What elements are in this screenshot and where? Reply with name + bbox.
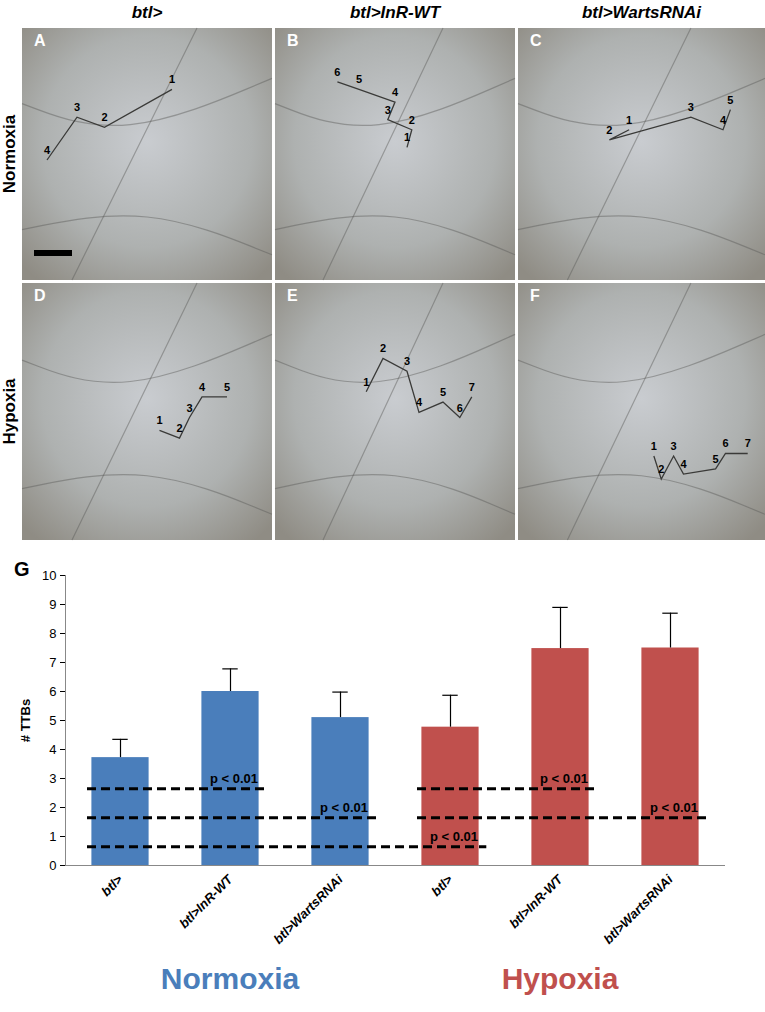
svg-text:1: 1 bbox=[169, 73, 175, 85]
svg-text:1: 1 bbox=[363, 376, 369, 388]
svg-text:btl>WartsRNAi: btl>WartsRNAi bbox=[601, 872, 676, 947]
svg-text:1: 1 bbox=[651, 440, 657, 452]
svg-text:9: 9 bbox=[49, 597, 56, 612]
svg-text:10: 10 bbox=[42, 568, 56, 583]
svg-text:3: 3 bbox=[186, 402, 192, 414]
svg-text:6: 6 bbox=[457, 402, 463, 414]
svg-text:0: 0 bbox=[49, 858, 56, 873]
svg-text:btl>: btl> bbox=[428, 872, 455, 899]
svg-text:D: D bbox=[34, 287, 46, 304]
svg-text:4: 4 bbox=[416, 396, 423, 408]
svg-text:1: 1 bbox=[626, 114, 632, 126]
svg-text:Hypoxia: Hypoxia bbox=[0, 378, 19, 445]
svg-text:4: 4 bbox=[720, 114, 727, 126]
svg-text:2: 2 bbox=[49, 800, 56, 815]
svg-text:5: 5 bbox=[224, 381, 230, 393]
svg-text:4: 4 bbox=[44, 144, 51, 156]
svg-text:# TTBs: # TTBs bbox=[18, 699, 33, 742]
svg-text:3: 3 bbox=[404, 355, 410, 367]
svg-text:2: 2 bbox=[380, 342, 386, 354]
html-text:G: G bbox=[14, 558, 30, 580]
svg-text:B: B bbox=[287, 32, 299, 49]
svg-text:5: 5 bbox=[49, 713, 56, 728]
svg-text:3: 3 bbox=[74, 101, 80, 113]
svg-text:3: 3 bbox=[49, 771, 56, 786]
svg-text:5: 5 bbox=[440, 386, 446, 398]
svg-text:p < 0.01: p < 0.01 bbox=[650, 800, 698, 815]
svg-text:6: 6 bbox=[49, 684, 56, 699]
svg-text:C: C bbox=[530, 32, 542, 49]
svg-text:4: 4 bbox=[49, 742, 56, 757]
svg-text:2: 2 bbox=[409, 114, 415, 126]
svg-text:4: 4 bbox=[392, 86, 399, 98]
svg-text:4: 4 bbox=[680, 458, 687, 470]
svg-text:5: 5 bbox=[713, 453, 719, 465]
svg-text:2: 2 bbox=[101, 111, 107, 123]
svg-text:1: 1 bbox=[156, 414, 162, 426]
svg-text:6: 6 bbox=[334, 66, 340, 78]
svg-text:2: 2 bbox=[606, 124, 612, 136]
html-text:Normoxia: Normoxia bbox=[160, 962, 300, 995]
svg-text:F: F bbox=[530, 287, 540, 304]
svg-text:Normoxia: Normoxia bbox=[0, 114, 19, 193]
svg-text:2: 2 bbox=[658, 463, 664, 475]
svg-text:p < 0.01: p < 0.01 bbox=[320, 800, 368, 815]
svg-text:6: 6 bbox=[722, 437, 728, 449]
svg-text:8: 8 bbox=[49, 626, 56, 641]
svg-text:3: 3 bbox=[688, 101, 694, 113]
svg-text:7: 7 bbox=[469, 381, 475, 393]
svg-text:5: 5 bbox=[356, 73, 362, 85]
svg-text:btl>WartsRNAi: btl>WartsRNAi bbox=[271, 872, 346, 947]
svg-text:1: 1 bbox=[404, 131, 410, 143]
svg-text:p < 0.01: p < 0.01 bbox=[210, 771, 258, 786]
svg-text:btl>InR-WT: btl>InR-WT bbox=[350, 3, 442, 22]
svg-text:7: 7 bbox=[745, 437, 751, 449]
svg-text:3: 3 bbox=[671, 440, 677, 452]
svg-text:2: 2 bbox=[176, 422, 182, 434]
svg-text:E: E bbox=[287, 287, 298, 304]
svg-text:7: 7 bbox=[49, 655, 56, 670]
svg-text:btl>InR-WT: btl>InR-WT bbox=[506, 871, 566, 931]
svg-text:btl>: btl> bbox=[132, 3, 163, 22]
svg-text:p < 0.01: p < 0.01 bbox=[430, 829, 478, 844]
svg-text:4: 4 bbox=[199, 381, 206, 393]
svg-text:A: A bbox=[34, 32, 46, 49]
svg-text:p < 0.01: p < 0.01 bbox=[540, 771, 588, 786]
svg-text:3: 3 bbox=[385, 104, 391, 116]
svg-text:btl>WartsRNAi: btl>WartsRNAi bbox=[582, 3, 702, 22]
svg-text:btl>: btl> bbox=[98, 872, 125, 899]
html-text:Hypoxia: Hypoxia bbox=[501, 962, 619, 995]
svg-text:1: 1 bbox=[49, 829, 56, 844]
svg-text:5: 5 bbox=[727, 94, 733, 106]
svg-text:btl>InR-WT: btl>InR-WT bbox=[176, 871, 236, 931]
